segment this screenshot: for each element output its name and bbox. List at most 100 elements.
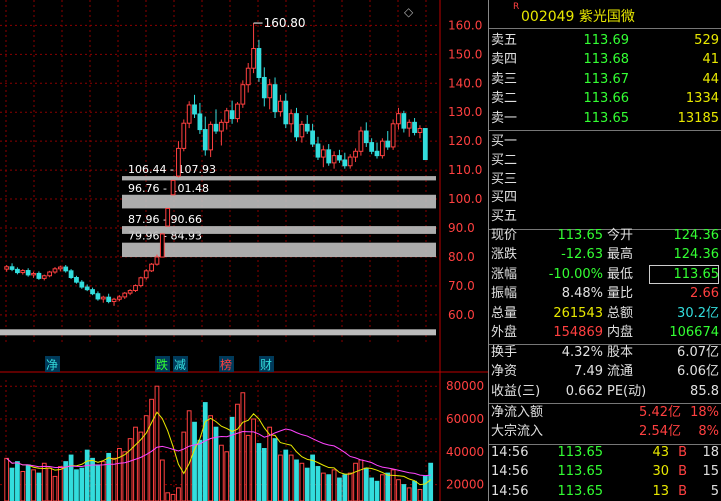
divider bbox=[489, 443, 721, 445]
quote-value: 8.48% bbox=[561, 286, 603, 302]
candle-body bbox=[84, 286, 90, 291]
quote-key: 内盘 bbox=[607, 325, 634, 340]
quote-key: 总量 bbox=[491, 305, 518, 321]
volume-bar bbox=[326, 474, 332, 501]
tick-side: B bbox=[678, 464, 687, 480]
volume-bar bbox=[133, 426, 138, 501]
ask-price: 113.69 bbox=[583, 33, 630, 48]
candle-body bbox=[379, 140, 385, 157]
fund-key: 流通 bbox=[607, 364, 634, 380]
event-tag: 跌 bbox=[156, 357, 168, 372]
candle-body bbox=[320, 149, 326, 158]
y-tick-label: 80000 bbox=[446, 379, 484, 393]
quote-key: 总额 bbox=[607, 305, 634, 321]
candle-body bbox=[176, 147, 181, 177]
quote-value: -12.63 bbox=[561, 247, 603, 263]
stock-header: 002049 紫光国微 bbox=[521, 6, 635, 26]
volume-bar bbox=[261, 448, 267, 501]
volume-bar bbox=[304, 467, 310, 501]
flow-row: 大宗流入 2.54亿 8% bbox=[489, 422, 721, 441]
volume-bar bbox=[401, 484, 407, 501]
volume-bar bbox=[299, 462, 305, 501]
volume-bar bbox=[422, 475, 428, 501]
candle-body bbox=[326, 149, 332, 164]
fund-value: 6.07亿 bbox=[677, 345, 719, 360]
bid-row: 买三 bbox=[489, 170, 721, 189]
tick-row: 14:56 113.65 13 B 5 bbox=[489, 482, 721, 501]
volume-bar bbox=[278, 454, 283, 501]
gap-band bbox=[122, 194, 436, 209]
volume-bar bbox=[331, 469, 337, 501]
candle-body bbox=[396, 113, 401, 125]
y-tick-label: 70.0 bbox=[448, 279, 475, 293]
flow-label: 大宗流入 bbox=[491, 424, 544, 440]
gap-label: 87.96 - 90.66 bbox=[128, 213, 202, 226]
quote-key: 最低 bbox=[607, 266, 634, 282]
candle-body bbox=[390, 123, 396, 148]
candle-body bbox=[192, 104, 197, 115]
candle-body bbox=[127, 290, 133, 294]
volume-bar bbox=[369, 477, 375, 501]
candle-body bbox=[15, 268, 20, 274]
quote-row: 振幅 8.48% 量比 2.66 bbox=[489, 284, 721, 303]
candle-body bbox=[117, 296, 122, 300]
quote-value: 124.36 bbox=[673, 247, 720, 263]
volume-ma20 bbox=[6, 428, 431, 477]
candle-body bbox=[412, 121, 417, 133]
fund-value: 6.06亿 bbox=[677, 364, 719, 380]
candle-body bbox=[261, 76, 267, 99]
candle-body bbox=[363, 130, 369, 144]
bid-row: 买一 bbox=[489, 132, 721, 151]
candle-body bbox=[90, 289, 95, 295]
volume-bar bbox=[347, 472, 353, 501]
candle-body bbox=[422, 128, 428, 161]
volume-bar bbox=[68, 454, 74, 501]
candlestick-series bbox=[4, 23, 428, 306]
event-tag: 减 bbox=[174, 358, 186, 372]
volume-bar bbox=[385, 472, 391, 501]
y-tick-label: 20000 bbox=[446, 478, 484, 492]
volume-bar bbox=[218, 444, 224, 501]
bid-row: 买二 bbox=[489, 151, 721, 170]
tick-side: B bbox=[678, 483, 687, 499]
candle-body bbox=[417, 128, 423, 133]
candle-body bbox=[202, 129, 208, 151]
bid-label: 买五 bbox=[491, 209, 518, 225]
candle-body bbox=[63, 266, 69, 272]
volume-bar bbox=[186, 410, 192, 501]
tick-time: 14:56 bbox=[491, 464, 529, 480]
tick-row: 14:56 113.65 30 B 15 bbox=[489, 462, 721, 481]
candle-body bbox=[401, 113, 407, 129]
volume-bar bbox=[213, 426, 219, 501]
y-tick-label: 160.0 bbox=[448, 18, 482, 32]
quote-key: 涨跌 bbox=[491, 247, 518, 263]
volume-bar bbox=[379, 474, 385, 501]
quote-row: 涨跌 -12.63 最高 124.36 bbox=[489, 245, 721, 264]
diamond-icon[interactable]: ◇ bbox=[404, 5, 414, 19]
volume-bar bbox=[406, 487, 412, 501]
candle-body bbox=[186, 104, 192, 124]
candle-body bbox=[267, 84, 273, 99]
fund-key: 股本 bbox=[607, 345, 634, 360]
volume-bar bbox=[288, 454, 294, 501]
ask-row: 卖三 113.67 44 bbox=[489, 70, 721, 89]
candle-body bbox=[4, 266, 10, 270]
quote-key: 振幅 bbox=[491, 286, 518, 302]
candle-body bbox=[36, 272, 42, 279]
ask-volume: 41 bbox=[702, 52, 719, 68]
tick-side: B bbox=[678, 445, 687, 460]
candle-body bbox=[20, 270, 26, 274]
volume-bar bbox=[320, 472, 326, 501]
tick-price: 113.65 bbox=[557, 483, 604, 499]
volume-bar bbox=[176, 487, 181, 501]
quote-key: 涨幅 bbox=[491, 266, 518, 282]
volume-ma5 bbox=[6, 411, 431, 486]
fund-row: 净资 7.49 流通 6.06亿 bbox=[489, 362, 721, 381]
tick-extra: 15 bbox=[702, 464, 719, 480]
y-tick-label: 150.0 bbox=[448, 47, 482, 61]
tick-time: 14:56 bbox=[491, 483, 529, 499]
quote-key: 外盘 bbox=[491, 325, 518, 340]
y-tick-label: 60.0 bbox=[448, 308, 475, 322]
